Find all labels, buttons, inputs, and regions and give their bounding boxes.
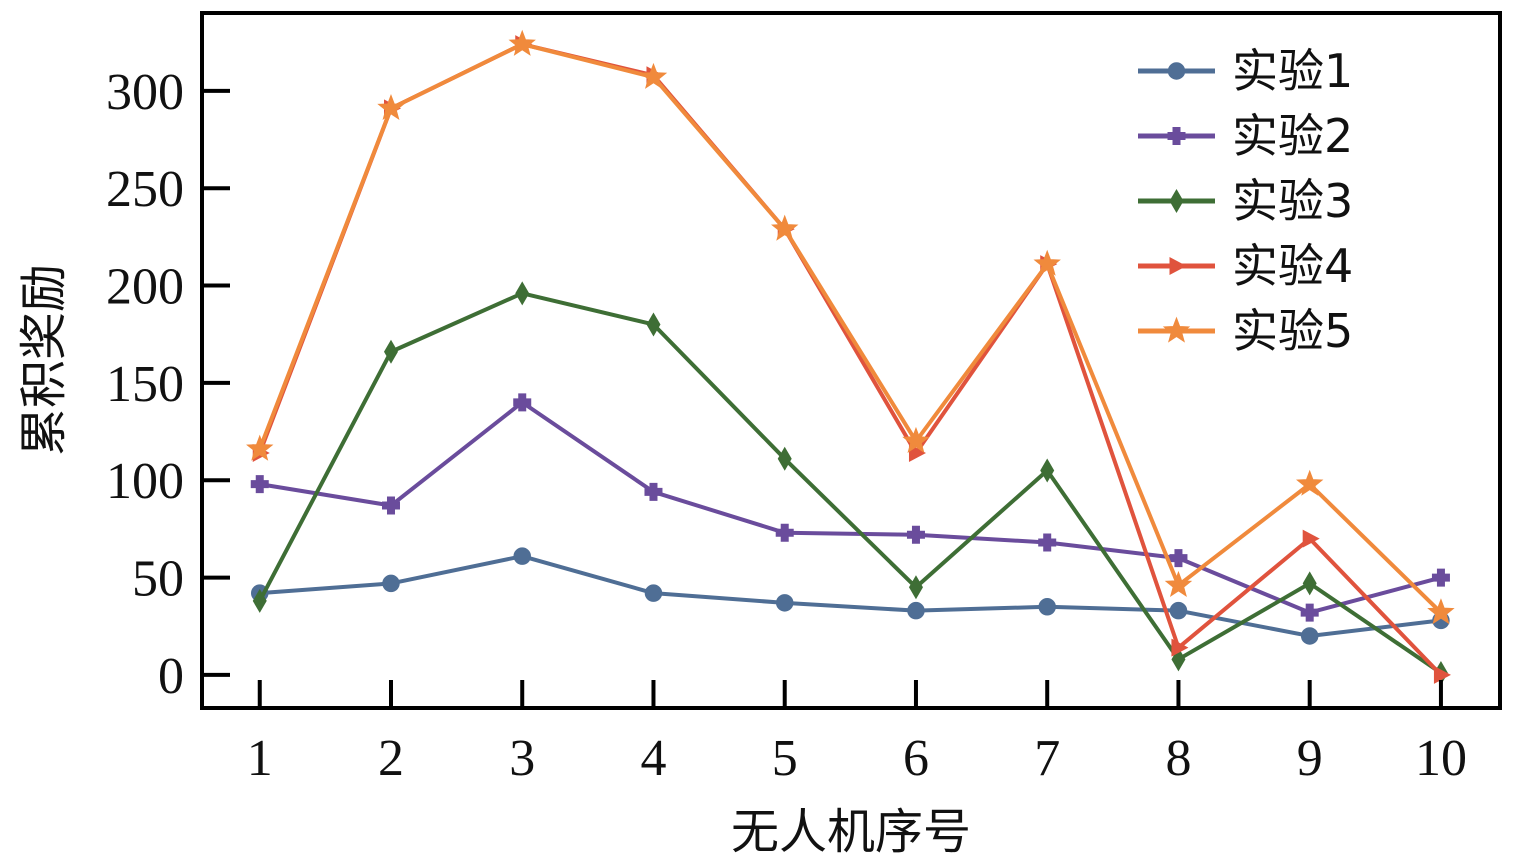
series-2 [250,393,1450,622]
y-tick-label: 250 [106,161,184,218]
x-tick-label: 2 [378,730,404,787]
x-tick-label: 10 [1415,730,1467,787]
data-point [775,523,794,542]
data-point [1038,598,1056,616]
data-point [1040,458,1055,483]
legend-item: 实验2 [1138,109,1353,163]
x-tick-label: 8 [1165,730,1191,787]
y-axis-title: 累积奖励 [16,264,72,456]
data-point [906,525,925,544]
x-tick-label: 9 [1297,730,1323,787]
plot-frame [200,11,1502,710]
data-point [377,93,405,121]
data-point [246,434,274,461]
legend-label: 实验5 [1232,304,1353,358]
data-point [1431,568,1450,587]
legend-label: 实验3 [1232,174,1353,228]
series-5 [246,29,1455,625]
data-point [646,312,661,337]
data-point [1300,603,1319,622]
data-point [902,426,930,453]
data-point [1169,601,1188,620]
x-tick-label: 4 [640,730,666,787]
data-point [1171,638,1189,657]
legend-item: 实验5 [1138,304,1353,358]
data-point [252,588,267,613]
data-point [250,475,269,494]
legend-marker [1169,257,1187,275]
data-point [644,482,663,501]
legend-marker [1167,127,1186,145]
legend-marker [1169,189,1184,213]
x-axis-title: 无人机序号 [731,804,971,860]
y-tick-label: 50 [132,551,184,608]
y-tick-label: 0 [158,648,184,705]
data-point [382,574,400,593]
data-point [1427,598,1455,625]
x-tick-label: 3 [509,730,535,787]
y-tick-label: 100 [106,453,184,510]
x-tick-label: 5 [772,730,798,787]
data-point [1300,627,1319,645]
legend-label: 实验2 [1232,109,1353,163]
legend-label: 实验1 [1232,44,1353,98]
legend-marker [1167,62,1186,80]
series-3 [252,281,1448,685]
data-point [1164,570,1193,598]
data-point [515,281,530,306]
data-point [513,393,532,412]
legend-item: 实验3 [1138,174,1353,228]
series-line [257,42,1443,615]
x-tick-label: 6 [903,730,929,787]
legend-marker [1162,316,1191,343]
legend: 实验1 实验2 实验3 实验4 实验5 [1138,44,1353,358]
data-point [1433,665,1451,684]
data-point [639,62,668,89]
data-point [1038,533,1057,552]
x-tick-label: 1 [247,730,273,787]
plot-marks [246,29,1455,685]
data-point [908,575,923,600]
data-point [513,547,531,565]
y-tick-label: 300 [106,64,184,121]
series-line [257,291,1443,675]
series-line [257,400,1443,615]
y-tick-label: 200 [106,259,184,316]
data-point [907,601,925,620]
data-point [508,29,536,56]
legend-item: 实验4 [1138,239,1353,293]
data-point [1302,529,1320,548]
data-point [381,496,400,515]
data-point [383,339,398,364]
legend-item: 实验1 [1138,44,1353,98]
data-point [644,584,663,602]
data-point [1033,249,1061,276]
series-line [257,554,1443,638]
legend-label: 实验4 [1232,239,1353,293]
data-point [1295,469,1324,496]
y-tick-label: 150 [106,356,184,413]
data-point [1169,549,1188,568]
data-point [1302,571,1317,596]
data-point [775,594,794,612]
data-point [771,214,799,241]
data-point [777,446,792,471]
x-tick-label: 7 [1034,730,1060,787]
